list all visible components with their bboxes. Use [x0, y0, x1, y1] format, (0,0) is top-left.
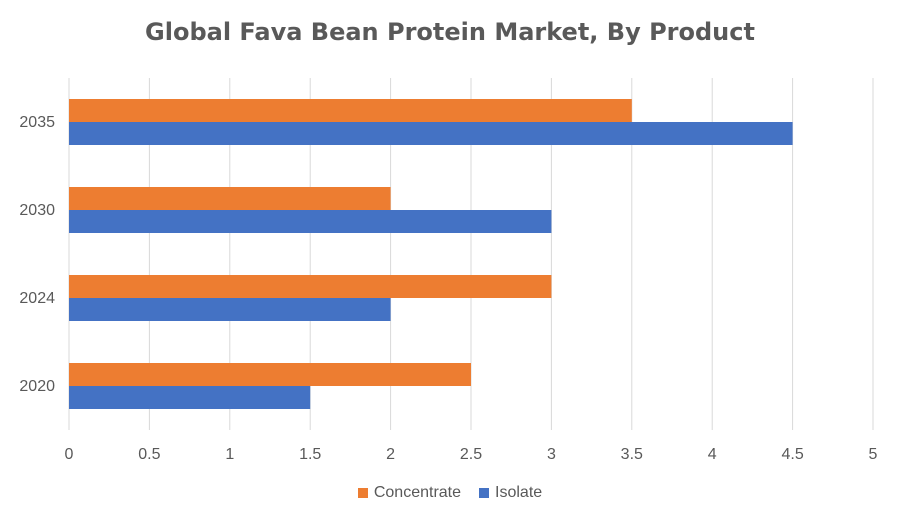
y-tick-label: 2035: [19, 114, 55, 131]
bar-isolate: [69, 298, 391, 321]
chart-legend: Concentrate Isolate: [0, 484, 900, 502]
x-tick-label: 0.5: [138, 446, 160, 463]
x-tick-label: 3.5: [621, 446, 643, 463]
bar-concentrate: [69, 363, 471, 386]
bar-isolate: [69, 122, 793, 145]
bar-isolate: [69, 210, 552, 233]
legend-swatch: [479, 488, 490, 498]
bar-isolate: [69, 386, 311, 409]
bar-concentrate: [69, 187, 391, 210]
legend-item: Isolate: [479, 484, 542, 502]
x-tick-label: 1.5: [299, 446, 321, 463]
bar-concentrate: [69, 275, 552, 298]
x-tick-label: 2: [386, 446, 395, 463]
bar-concentrate: [69, 99, 632, 122]
x-tick-label: 4.5: [781, 446, 803, 463]
x-tick-label: 3: [547, 446, 556, 463]
x-tick-label: 5: [869, 446, 878, 463]
legend-label: Concentrate: [373, 484, 462, 501]
chart-title: Global Fava Bean Protein Market, By Prod…: [145, 18, 755, 46]
y-tick-label: 2030: [19, 202, 55, 219]
legend-item: Concentrate: [357, 484, 462, 502]
x-tick-label: 4: [708, 446, 717, 463]
y-tick-label: 2024: [19, 290, 55, 307]
x-tick-label: 1: [225, 446, 234, 463]
x-tick-label: 0: [65, 446, 74, 463]
y-tick-label: 2020: [19, 378, 55, 395]
x-tick-label: 2.5: [460, 446, 482, 463]
legend-swatch: [357, 488, 368, 498]
legend-label: Isolate: [495, 484, 543, 501]
